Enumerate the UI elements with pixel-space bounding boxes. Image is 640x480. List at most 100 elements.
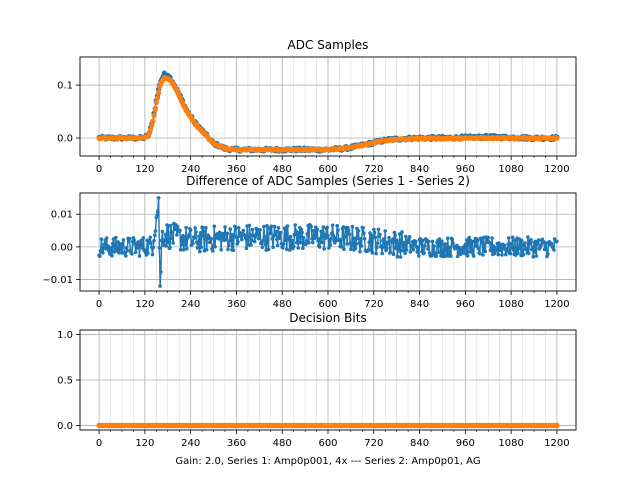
data-point (182, 235, 187, 239)
data-point (391, 252, 396, 256)
data-point (248, 233, 252, 237)
data-point (292, 232, 297, 237)
data-point (116, 240, 120, 244)
data-point (417, 254, 421, 258)
subplot-title: Decision Bits (289, 311, 366, 325)
data-point (166, 240, 170, 244)
data-point (516, 251, 520, 255)
subplot-1: 0 120 240 360 480 600 720 840 960 1080 1200 0.0 0.1 A… (57, 38, 577, 175)
x-tick-label: 480 (273, 299, 292, 310)
data-point (524, 246, 529, 251)
data-point (198, 231, 203, 235)
x-tick-label: 600 (318, 164, 337, 175)
data-point (496, 252, 501, 257)
x-tick-label: 1080 (498, 164, 523, 175)
data-point (204, 226, 208, 230)
data-point (227, 239, 232, 243)
data-point (244, 246, 249, 250)
data-point (375, 241, 380, 245)
data-point (124, 254, 128, 258)
data-point (368, 231, 372, 235)
data-point (444, 248, 449, 252)
data-point (403, 251, 407, 256)
data-point (296, 246, 301, 250)
data-point (250, 227, 255, 232)
data-point (321, 225, 326, 229)
x-tick-label: 240 (181, 438, 200, 449)
data-point (199, 245, 204, 249)
data-point (168, 245, 172, 250)
data-point (342, 247, 346, 252)
data-point (407, 235, 412, 239)
data-point (436, 250, 441, 255)
x-tick-label: 0 (96, 299, 102, 310)
x-tick-label: 0 (96, 164, 102, 175)
data-point (283, 238, 288, 242)
data-point (281, 246, 285, 250)
data-point (212, 224, 217, 229)
data-point (285, 224, 290, 228)
data-point (401, 248, 405, 253)
data-point (104, 236, 109, 240)
data-point (157, 246, 162, 250)
data-point (345, 242, 349, 246)
data-point (155, 213, 159, 217)
data-point (526, 235, 530, 239)
x-axis-label: Gain: 2.0, Series 1: Amp0p001, 4x --- Se… (175, 456, 480, 467)
data-point (153, 233, 157, 238)
data-point (385, 246, 389, 251)
data-point (398, 255, 403, 259)
data-point (193, 226, 197, 230)
x-tick-label: 600 (318, 299, 337, 310)
data-point (252, 239, 257, 244)
data-point (517, 246, 521, 251)
data-point (237, 230, 242, 235)
data-point (356, 229, 361, 233)
data-point (395, 254, 400, 259)
x-tick-label: 120 (135, 438, 154, 449)
data-point (356, 236, 360, 241)
data-point (350, 224, 355, 229)
x-tick-label: 480 (273, 438, 292, 449)
data-point (539, 243, 543, 248)
data-point (121, 238, 126, 242)
data-point (372, 227, 376, 232)
data-point (229, 236, 233, 241)
data-point (270, 237, 275, 241)
data-point (507, 236, 511, 240)
data-point (434, 254, 439, 258)
data-point (249, 243, 253, 247)
data-point (463, 242, 468, 247)
data-point (184, 225, 188, 230)
x-tick-label: 840 (410, 299, 429, 310)
data-point (256, 236, 261, 241)
data-point (101, 251, 105, 255)
data-point (130, 252, 134, 256)
data-point (391, 237, 395, 241)
data-point (299, 227, 304, 232)
data-point (271, 245, 275, 249)
data-point (372, 230, 377, 235)
data-point (151, 113, 157, 119)
y-tick-label: 0.1 (57, 81, 73, 92)
data-point (447, 245, 452, 250)
data-point (180, 242, 185, 247)
data-point (109, 245, 114, 250)
data-point (331, 233, 336, 238)
data-point (111, 241, 115, 246)
data-point (315, 227, 320, 232)
x-tick-label: 1200 (544, 299, 569, 310)
data-point (150, 252, 155, 257)
data-point (198, 249, 202, 254)
x-tick-label: 1080 (498, 299, 523, 310)
x-tick-label: 1080 (498, 438, 523, 449)
data-point (164, 244, 168, 248)
data-point (320, 229, 325, 234)
data-point (378, 232, 382, 237)
data-point (153, 100, 159, 106)
y-tick-label: 0.0 (57, 134, 73, 145)
data-point (247, 223, 252, 228)
x-tick-label: 840 (410, 164, 429, 175)
data-point (509, 241, 513, 246)
data-point (160, 229, 165, 234)
